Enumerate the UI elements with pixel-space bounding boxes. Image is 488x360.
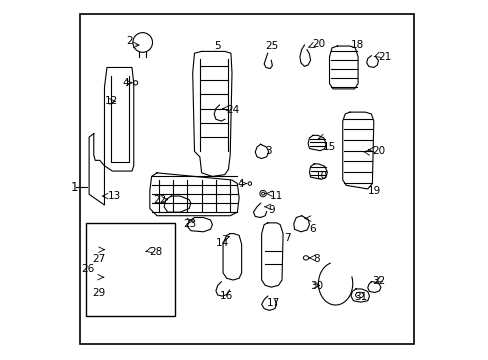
Text: 4: 4 [122,78,129,88]
Text: 17: 17 [266,298,279,308]
Ellipse shape [133,33,152,52]
Text: 15: 15 [322,142,335,152]
Text: 18: 18 [350,40,364,50]
Text: 16: 16 [220,291,233,301]
Ellipse shape [355,292,363,298]
Text: 13: 13 [108,191,121,201]
Text: 14: 14 [216,238,229,248]
Ellipse shape [116,228,121,232]
Text: 29: 29 [93,288,106,298]
Text: 4: 4 [237,179,244,189]
Text: 7: 7 [283,233,290,243]
Text: 6: 6 [308,224,315,234]
Text: 8: 8 [312,254,319,264]
Text: 32: 32 [372,276,385,286]
Text: 23: 23 [183,219,196,229]
Ellipse shape [133,81,138,85]
Text: 9: 9 [268,205,274,215]
Ellipse shape [122,228,127,232]
Text: 2: 2 [125,36,132,46]
Text: 1: 1 [70,181,78,194]
Ellipse shape [125,235,128,238]
Text: 27: 27 [93,254,106,264]
Ellipse shape [303,256,308,260]
Text: 20: 20 [312,39,325,49]
Ellipse shape [261,192,264,195]
Text: 21: 21 [378,52,391,62]
Ellipse shape [259,190,266,197]
Ellipse shape [247,182,251,185]
Text: 22: 22 [153,195,166,204]
Text: 25: 25 [264,41,278,51]
Text: 11: 11 [269,191,282,201]
Text: 20: 20 [372,146,385,156]
Text: 24: 24 [226,105,240,115]
Text: 5: 5 [214,41,220,51]
Text: 30: 30 [310,282,323,292]
Bar [85,223,175,316]
Ellipse shape [140,249,145,255]
Text: 10: 10 [315,171,327,181]
Text: 19: 19 [367,186,380,197]
Text: 26: 26 [81,264,94,274]
Text: 28: 28 [149,247,163,257]
Text: 12: 12 [104,96,118,107]
Text: 31: 31 [354,292,367,302]
Ellipse shape [116,252,121,256]
Text: 3: 3 [264,146,271,156]
